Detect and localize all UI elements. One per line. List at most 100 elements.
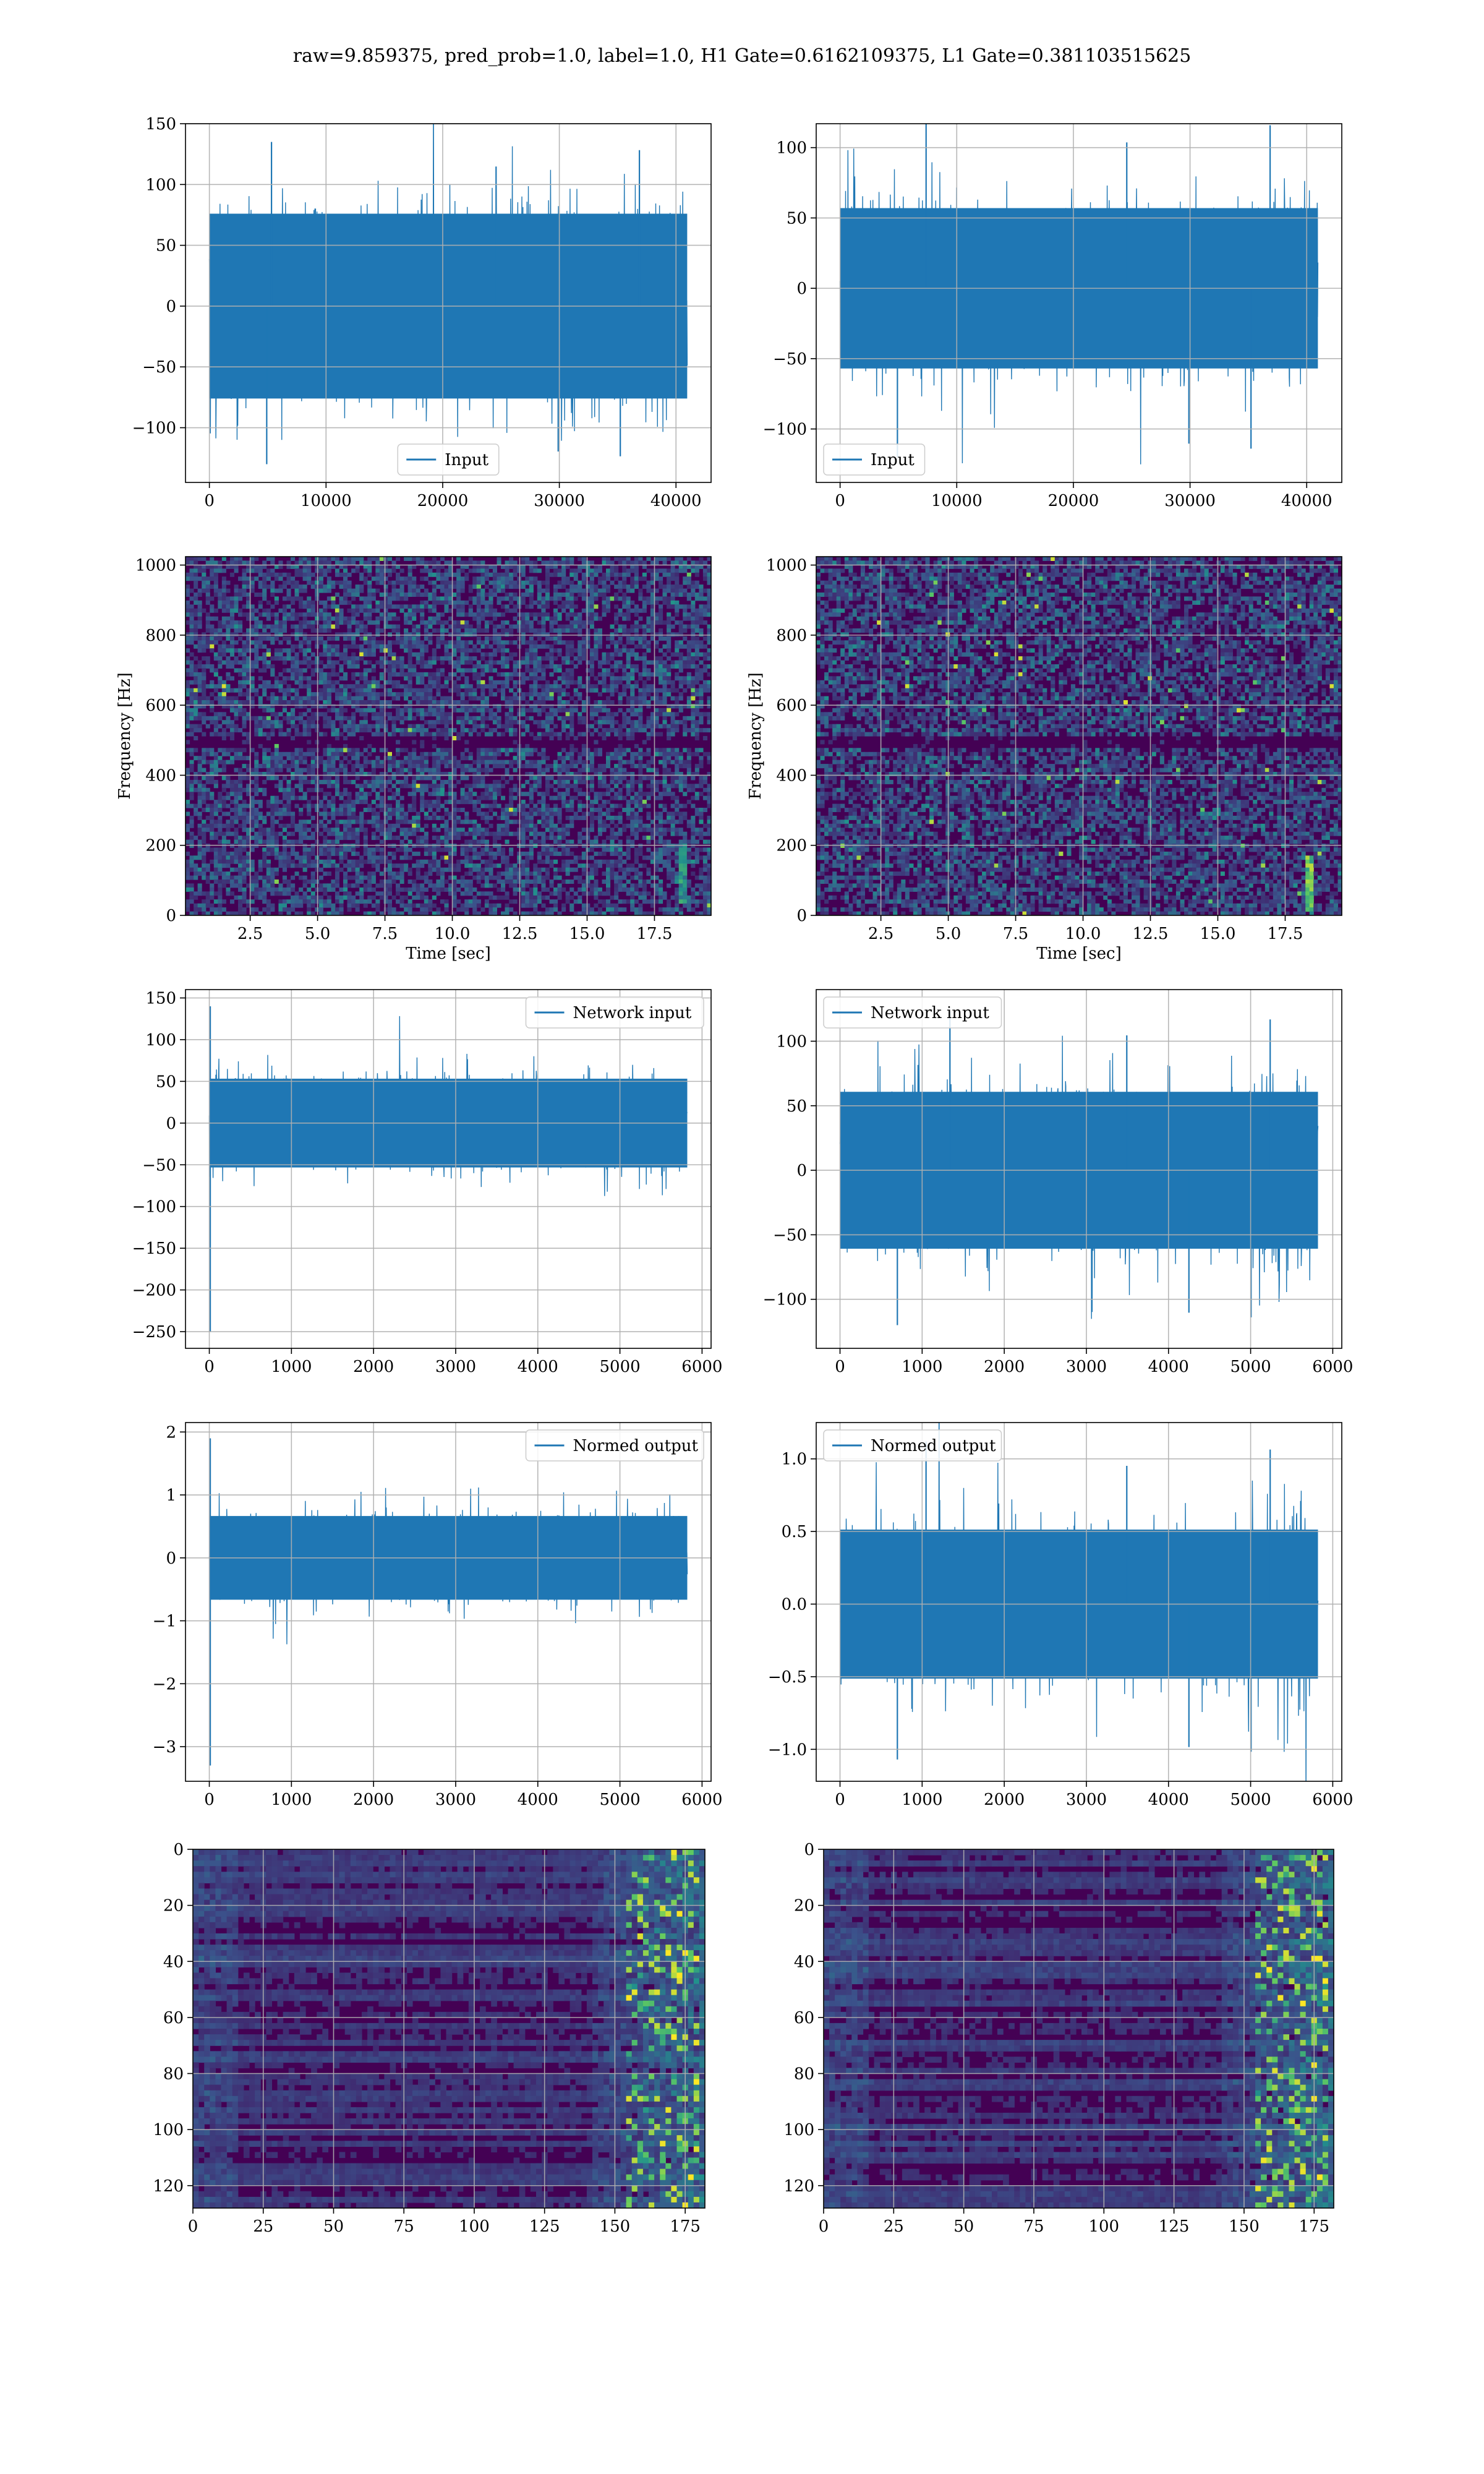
plot-area [186,990,711,1348]
x-tick-label: 3000 [435,1358,476,1376]
grid [186,1423,711,1781]
x-tick-label: 20000 [1048,492,1099,510]
x-tick-label: 125 [1159,2217,1190,2236]
y-tick-label: 60 [794,2009,814,2027]
y-tick-label: 0.0 [782,1596,807,1614]
y-tick-label: 1000 [135,557,176,575]
panel-normed-output-h1: 0 1000 2000 3000 4000 5000 6000 −3 −2 −1 0 1 2 Normed… [153,1422,722,1809]
y-tick-label: −2 [153,1675,176,1693]
axes-frame [816,989,1342,1349]
y-tick-label: −50 [773,1226,807,1244]
x-tick-label: 0 [188,2217,198,2236]
panel-network-input-h1: 0 1000 2000 3000 4000 5000 6000−250−200−150−10… [132,989,722,1376]
y-tick-label: 40 [163,1953,184,1971]
legend: Network input [525,996,704,1029]
x-tick-label: 7.5 [372,925,398,943]
y-tick-label: −200 [132,1282,176,1300]
y-tick-label: −100 [132,419,176,438]
x-tick-label: 25 [884,2217,904,2236]
legend-box [823,996,1002,1029]
x-tick-label: 150 [1229,2217,1260,2236]
y-tick-label: 0 [796,280,807,298]
legend-label: Input [871,451,915,469]
x-tick-label: 175 [1298,2217,1329,2236]
y-tick-label: 80 [794,2065,814,2084]
legend: Normed output [525,1429,704,1462]
y-tick-label: 100 [783,2121,814,2139]
x-tick-label: 2000 [353,1358,394,1376]
x-tick-label: 30000 [534,492,585,510]
panel-feature-map-h1: 0 25 50 75 100 125 150 175 0 20 40 60 80 100 120 [153,1841,706,2236]
y-axis-label: Frequency [Hz] [746,672,765,800]
y-tick-label: 120 [153,2177,184,2196]
x-tick-label: 100 [459,2217,490,2236]
heatmap-cells [193,1849,705,2208]
y-tick-label: 400 [776,766,807,785]
y-tick-label: 600 [776,696,807,715]
x-axis-label: Time [sec] [406,944,491,963]
axes-frame [816,123,1342,483]
y-tick-label: −250 [132,1323,176,1342]
panel-raw-input-h1: 0 10000 20000 30000 40000 −100 −50 0 50 100 150 Inp… [132,115,712,510]
x-tick-label: 5.0 [305,925,330,943]
figure-suptitle: raw=9.859375, pred_prob=1.0, label=1.0, … [293,45,1192,67]
x-tick-label: 175 [670,2217,701,2236]
heatmap-cells [824,1849,1334,2208]
x-tick-label: 0 [204,1358,215,1376]
legend-box [823,1429,1002,1462]
x-tick-label: 40000 [1281,492,1333,510]
heatmap-cells [186,557,711,915]
x-tick-label: 17.5 [1268,925,1303,943]
x-tick-label: 25 [253,2217,273,2236]
x-tick-label: 12.5 [502,925,538,943]
y-tick-label: −3 [153,1738,176,1757]
x-tick-label: 30000 [1164,492,1216,510]
legend-label: Input [445,451,488,469]
axes-frame [185,123,712,483]
axes-frame [185,989,712,1349]
x-tick-label: 3000 [1066,1358,1107,1376]
axes-frame [823,1849,1334,2209]
x-tick-label: 0 [204,492,215,510]
y-tick-label: 600 [145,696,176,715]
axes-frame [816,556,1342,916]
y-tick-label: 50 [156,1072,176,1091]
y-tick-label: 400 [145,766,176,785]
x-tick-label: 20000 [417,492,469,510]
panel-spectrogram-l1: 2.5 5.0 7.5 10.0 12.5 15.0 17.5 0 200 400 600 800 10… [746,556,1342,963]
legend-box [525,996,704,1029]
x-tick-label: 17.5 [637,925,673,943]
axes-frame [816,1422,1342,1782]
y-tick-label: 0 [796,907,807,925]
y-tick-label: −100 [132,1198,176,1217]
x-tick-label: 10000 [931,492,983,510]
x-tick-label: 0 [204,1791,215,1809]
y-tick-label: 200 [776,837,807,855]
x-tick-label: 6000 [681,1358,722,1376]
legend-label: Network input [871,1004,989,1022]
y-tick-label: 1000 [766,557,807,575]
panel-raw-input-l1: 0 10000 20000 30000 40000 −100 −50 0 50 100 Input [763,123,1342,510]
x-axis-label: Time [sec] [1036,944,1122,963]
x-tick-label: 5000 [599,1358,640,1376]
y-tick-label: 800 [776,627,807,645]
x-tick-label: 2000 [984,1358,1025,1376]
x-tick-label: 15.0 [569,925,605,943]
legend-label: Network input [573,1004,692,1022]
x-tick-label: 0 [835,1791,845,1809]
x-tick-label: 10.0 [1065,925,1101,943]
y-tick-label: 0 [796,1162,807,1180]
x-tick-label: 125 [529,2217,560,2236]
x-tick-label: 5.0 [936,925,961,943]
y-tick-label: 0 [804,1841,814,1859]
x-tick-label: 4000 [518,1358,558,1376]
legend: Network input [823,996,1002,1029]
x-tick-label: 2000 [353,1791,394,1809]
grid [816,1423,1342,1781]
x-tick-label: 1000 [271,1358,312,1376]
x-tick-label: 0 [835,1358,845,1376]
y-tick-label: 2 [166,1423,176,1442]
x-tick-label: 3000 [435,1791,476,1809]
y-tick-label: 100 [145,1031,176,1050]
